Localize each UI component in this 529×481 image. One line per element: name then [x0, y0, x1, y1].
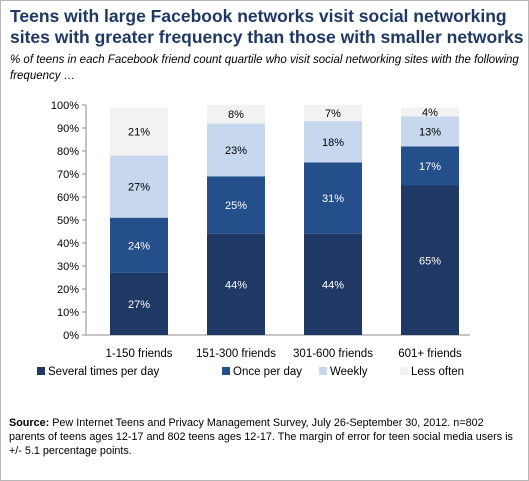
x-tick-label: 601+ friends — [398, 348, 462, 360]
data-label: 27% — [128, 299, 150, 311]
data-label: 23% — [225, 145, 247, 157]
y-tick-label: 60% — [57, 192, 79, 204]
data-label: 18% — [322, 137, 344, 149]
legend-label: Several times per day — [48, 366, 159, 378]
bar-segment — [304, 233, 362, 335]
bar-segment — [207, 176, 265, 234]
data-label: 8% — [228, 109, 244, 121]
bar-segment — [110, 155, 168, 218]
legend-swatch — [37, 367, 45, 375]
data-label: 65% — [419, 255, 441, 267]
y-tick-label: 40% — [57, 238, 79, 250]
y-tick-label: 30% — [57, 261, 79, 273]
bar-segment — [110, 107, 168, 156]
bar-segment — [207, 105, 265, 124]
bar-segment — [401, 116, 459, 147]
legend-label: Less often — [411, 366, 464, 378]
legend-swatch — [222, 367, 230, 375]
y-tick-label: 80% — [57, 146, 79, 158]
data-label: 7% — [325, 108, 341, 120]
bar-segment — [110, 217, 168, 273]
legend-label: Once per day — [233, 366, 302, 378]
source-text: Pew Internet Teens and Privacy Managemen… — [9, 417, 513, 457]
data-label: 44% — [322, 279, 344, 291]
bar-segment — [207, 123, 265, 177]
y-tick-label: 50% — [57, 215, 79, 227]
data-label: 21% — [128, 126, 150, 138]
data-label: 31% — [322, 193, 344, 205]
data-label: 44% — [225, 279, 247, 291]
stacked-bar-chart: 0% 10% 20% 30% 40% 50% 60% 70% 80% 90% 100% 27% 24% 2… — [37, 100, 470, 378]
chart-title: Teens with large Facebook networks visit… — [10, 6, 524, 47]
legend-swatch — [319, 367, 327, 375]
data-label: 13% — [419, 126, 441, 138]
y-tick-label: 20% — [57, 284, 79, 296]
y-tick-label: 0% — [63, 330, 79, 342]
data-label: 27% — [128, 182, 150, 194]
y-tick-label: 70% — [57, 169, 79, 181]
data-label: 4% — [422, 107, 438, 119]
data-label: 24% — [128, 240, 150, 252]
x-tick-label: 1-150 friends — [105, 348, 172, 360]
bar-segment — [304, 105, 362, 122]
legend-swatch — [400, 367, 408, 375]
bar-segment — [304, 162, 362, 234]
y-tick-label: 10% — [57, 307, 79, 319]
legend-label: Weekly — [330, 366, 368, 378]
y-tick-label: 90% — [57, 123, 79, 135]
bar-segment — [207, 233, 265, 335]
bar-segment — [401, 107, 459, 117]
y-tick-label: 100% — [51, 100, 79, 112]
x-tick-label: 301-600 friends — [293, 348, 373, 360]
source-note: Source: Pew Internet Teens and Privacy M… — [9, 416, 521, 458]
bar-segment — [401, 146, 459, 186]
bar-segment — [110, 272, 168, 335]
data-label: 17% — [419, 161, 441, 173]
data-label: 25% — [225, 200, 247, 212]
bar-segment — [401, 185, 459, 335]
bar-segment — [304, 121, 362, 163]
source-label: Source: — [9, 417, 50, 429]
chart-subtitle: % of teens in each Facebook friend count… — [10, 54, 519, 82]
x-tick-label: 151-300 friends — [196, 348, 276, 360]
